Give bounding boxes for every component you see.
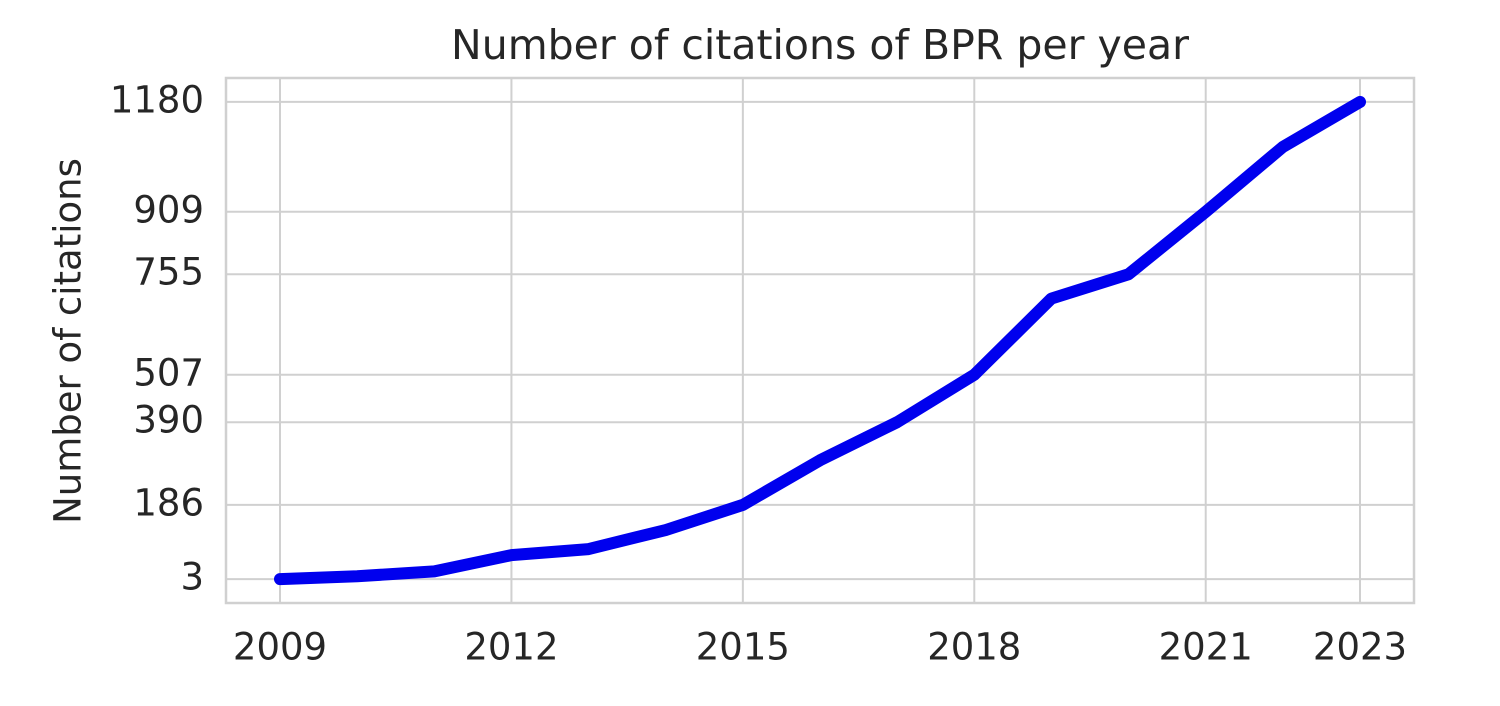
y-tick-label: 186	[133, 481, 204, 524]
x-tick-label: 2009	[233, 626, 327, 669]
y-tick-label: 3	[180, 556, 204, 599]
chart-title: Number of citations of BPR per year	[451, 21, 1189, 69]
y-tick-label: 1180	[110, 78, 204, 121]
x-tick-label: 2018	[927, 626, 1021, 669]
data-line	[274, 95, 1366, 586]
x-tick-label: 2023	[1313, 626, 1407, 669]
y-tick-label: 909	[133, 188, 204, 231]
y-axis-label: Number of citations	[47, 158, 90, 524]
x-tick-label: 2015	[696, 626, 790, 669]
x-tick-label: 2012	[464, 626, 558, 669]
y-tick-label: 390	[133, 399, 204, 442]
plot-frame	[224, 76, 1416, 605]
y-tick-label: 507	[133, 351, 204, 394]
y-tick-label: 755	[133, 251, 204, 294]
x-tick-label: 2021	[1159, 626, 1253, 669]
